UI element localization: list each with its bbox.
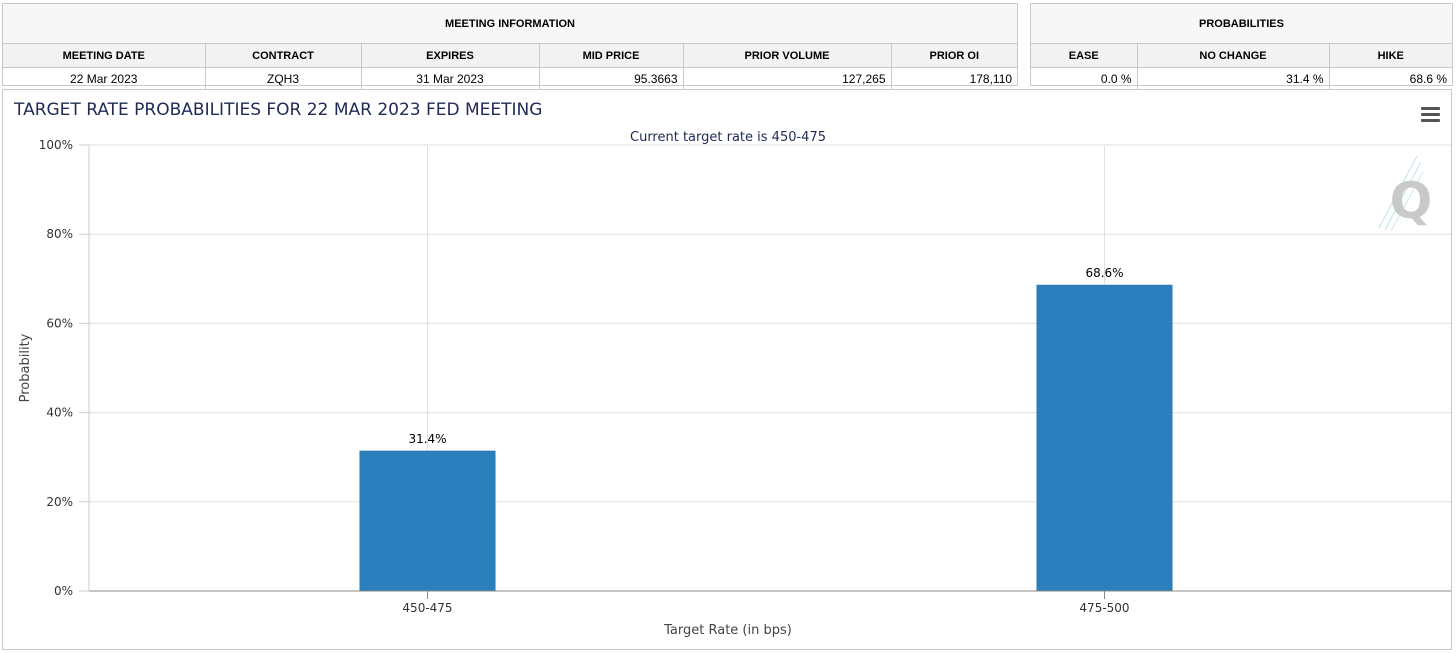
header-no-change: NO CHANGE: [1137, 43, 1330, 68]
menu-icon[interactable]: [1413, 104, 1441, 126]
bar-chart: TARGET RATE PROBABILITIES FOR 22 MAR 202…: [13, 100, 1451, 638]
gridlines: [89, 144, 1451, 591]
meeting-information-panel: MEETING INFORMATION MEETING DATE CONTRAC…: [2, 3, 1018, 90]
y-axis-label: Probability: [18, 333, 33, 402]
y-tick-label: 0%: [54, 584, 73, 598]
y-tick-label: 20%: [46, 495, 73, 509]
data-label: 31.4%: [408, 432, 446, 446]
bar-475-500[interactable]: [1036, 284, 1173, 592]
y-tick-label: 80%: [46, 227, 73, 241]
data-label: 68.6%: [1085, 266, 1123, 280]
table-row: 22 Mar 2023 ZQH3 31 Mar 2023 95.3663 127…: [3, 67, 1017, 90]
meeting-date-value: 22 Mar 2023: [3, 67, 206, 90]
chart-subtitle: Current target rate is 450-475: [630, 130, 826, 145]
header-mid-price: MID PRICE: [539, 43, 684, 68]
probabilities-title: PROBABILITIES: [1031, 4, 1452, 44]
table-row: 0.0 % 31.4 % 68.6 %: [1031, 67, 1452, 90]
x-axis-label: Target Rate (in bps): [663, 623, 792, 638]
bar-450-475[interactable]: [359, 450, 496, 592]
y-axis-ticks: 0% 20% 40% 60% 80% 100%: [39, 138, 89, 598]
no-change-value: 31.4 %: [1137, 67, 1330, 90]
expires-value: 31 Mar 2023: [361, 67, 540, 90]
meeting-information-title: MEETING INFORMATION: [3, 4, 1018, 44]
watermark-logo: Q: [1378, 155, 1433, 232]
meeting-information-table: MEETING INFORMATION MEETING DATE CONTRAC…: [3, 4, 1018, 90]
header-hike: HIKE: [1329, 43, 1452, 68]
ease-value: 0.0 %: [1031, 67, 1138, 90]
y-tick-label: 100%: [39, 138, 73, 152]
chart-panel: TARGET RATE PROBABILITIES FOR 22 MAR 202…: [2, 89, 1452, 650]
header-meeting-date: MEETING DATE: [3, 43, 206, 68]
mid-price-value: 95.3663: [539, 67, 684, 90]
header-prior-oi: PRIOR OI: [891, 43, 1018, 68]
header-ease: EASE: [1031, 43, 1138, 68]
header-prior-volume: PRIOR VOLUME: [683, 43, 892, 68]
header-contract: CONTRACT: [205, 43, 362, 68]
chart-title: TARGET RATE PROBABILITIES FOR 22 MAR 202…: [13, 100, 542, 120]
x-tick-label: 450-475: [402, 601, 452, 615]
prior-volume-value: 127,265: [683, 67, 892, 90]
prior-oi-value: 178,110: [969, 72, 1013, 86]
x-axis-ticks: 450-475 475-500: [402, 591, 1130, 615]
y-tick-label: 60%: [46, 316, 73, 330]
x-tick-label: 475-500: [1079, 601, 1129, 615]
bars: 31.4% 68.6%: [359, 266, 1173, 592]
hike-value: 68.6 %: [1409, 72, 1447, 86]
logo-letter: Q: [1390, 172, 1433, 230]
probabilities-panel: PROBABILITIES EASE NO CHANGE HIKE 0.0 % …: [1030, 3, 1453, 90]
contract-value: ZQH3: [205, 67, 362, 90]
probabilities-table: PROBABILITIES EASE NO CHANGE HIKE 0.0 % …: [1031, 4, 1452, 90]
y-tick-label: 40%: [46, 406, 73, 420]
header-expires: EXPIRES: [361, 43, 540, 68]
